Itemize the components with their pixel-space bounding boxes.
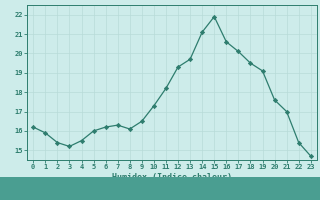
- X-axis label: Humidex (Indice chaleur): Humidex (Indice chaleur): [112, 173, 232, 182]
